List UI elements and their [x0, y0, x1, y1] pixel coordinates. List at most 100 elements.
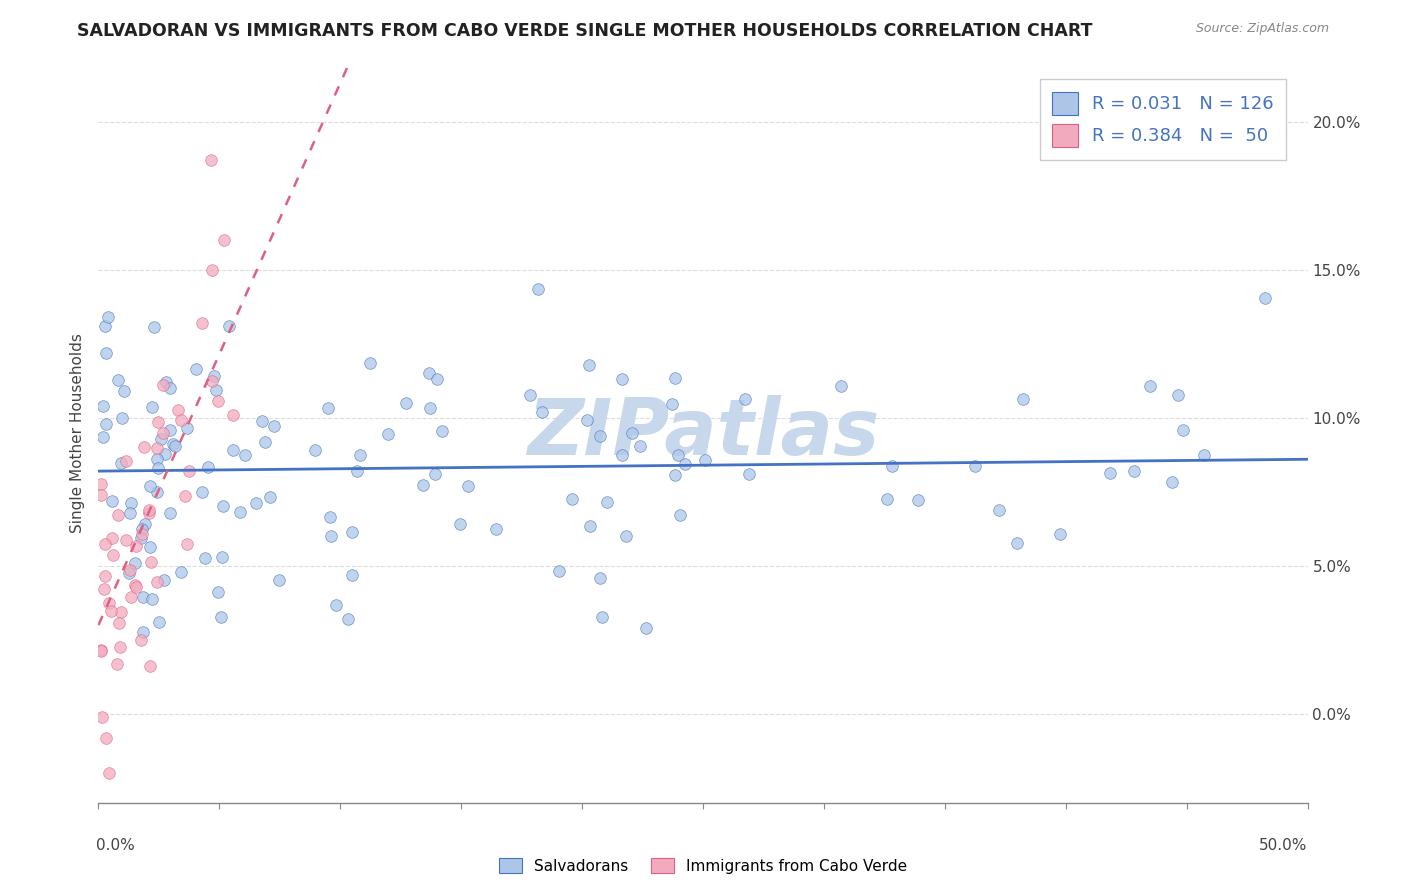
Point — [963, 458, 986, 473]
Point — [132, 591, 155, 605]
Point — [176, 421, 198, 435]
Point — [530, 405, 553, 419]
Point — [449, 517, 471, 532]
Point — [221, 443, 243, 458]
Point — [141, 400, 163, 414]
Point — [91, 430, 114, 444]
Point — [1122, 464, 1144, 478]
Point — [673, 458, 696, 472]
Point — [176, 537, 198, 551]
Point — [1171, 423, 1194, 437]
Point — [118, 566, 141, 580]
Point — [93, 569, 115, 583]
Point — [519, 388, 541, 402]
Point — [666, 448, 689, 462]
Point — [152, 574, 174, 588]
Point — [1192, 448, 1215, 462]
Point — [124, 556, 146, 570]
Point — [96, 731, 118, 746]
Point — [120, 496, 142, 510]
Point — [134, 516, 156, 531]
Point — [101, 531, 124, 545]
Point — [457, 479, 479, 493]
Point — [91, 399, 114, 413]
Point — [90, 476, 112, 491]
Point — [222, 409, 245, 423]
Point — [191, 316, 214, 330]
Point — [218, 318, 240, 333]
Point — [114, 454, 136, 468]
Point — [101, 493, 124, 508]
Point — [340, 525, 363, 540]
Point — [155, 375, 177, 389]
Point — [173, 489, 195, 503]
Point — [253, 435, 276, 450]
Point — [204, 384, 226, 398]
Point — [165, 439, 187, 453]
Text: 0.0%: 0.0% — [96, 838, 135, 854]
Point — [139, 479, 162, 493]
Point — [138, 506, 160, 520]
Point — [664, 371, 686, 385]
Point — [191, 484, 214, 499]
Point — [211, 499, 233, 513]
Point — [150, 432, 173, 446]
Point — [612, 371, 634, 385]
Point — [229, 505, 252, 519]
Point — [669, 508, 692, 522]
Point — [200, 153, 222, 167]
Point — [162, 437, 184, 451]
Point — [359, 356, 381, 370]
Point — [628, 439, 651, 453]
Point — [988, 503, 1011, 517]
Point — [738, 467, 761, 481]
Text: SALVADORAN VS IMMIGRANTS FROM CABO VERDE SINGLE MOTHER HOUSEHOLDS CORRELATION CH: SALVADORAN VS IMMIGRANTS FROM CABO VERDE… — [77, 22, 1092, 40]
Point — [194, 550, 217, 565]
Point — [148, 615, 170, 629]
Point — [202, 369, 225, 384]
Point — [107, 373, 129, 387]
Point — [319, 528, 342, 542]
Point — [145, 451, 167, 466]
Point — [548, 564, 571, 578]
Point — [304, 442, 326, 457]
Point — [340, 567, 363, 582]
Point — [94, 345, 117, 359]
Point — [319, 509, 342, 524]
Point — [143, 320, 166, 334]
Point — [233, 448, 256, 462]
Point — [138, 503, 160, 517]
Point — [876, 492, 898, 507]
Point — [166, 403, 188, 417]
Point — [197, 459, 219, 474]
Point — [141, 591, 163, 606]
Point — [349, 448, 371, 462]
Point — [430, 424, 453, 438]
Point — [346, 464, 368, 478]
Point — [325, 598, 347, 612]
Point — [139, 658, 162, 673]
Point — [395, 396, 418, 410]
Point — [97, 765, 120, 780]
Point — [170, 413, 193, 427]
Text: ZIPatlas: ZIPatlas — [527, 394, 879, 471]
Point — [316, 401, 339, 415]
Point — [108, 640, 131, 654]
Point — [124, 578, 146, 592]
Point — [634, 621, 657, 635]
Point — [269, 574, 291, 588]
Point — [129, 532, 152, 546]
Point — [155, 447, 177, 461]
Point — [131, 527, 153, 541]
Point — [263, 418, 285, 433]
Point — [169, 565, 191, 579]
Point — [108, 615, 131, 630]
Point — [146, 441, 169, 455]
Point — [589, 571, 612, 585]
Point — [159, 423, 181, 437]
Point — [146, 575, 169, 590]
Point — [97, 310, 120, 324]
Point — [101, 548, 124, 562]
Point — [134, 440, 156, 454]
Point — [207, 394, 229, 409]
